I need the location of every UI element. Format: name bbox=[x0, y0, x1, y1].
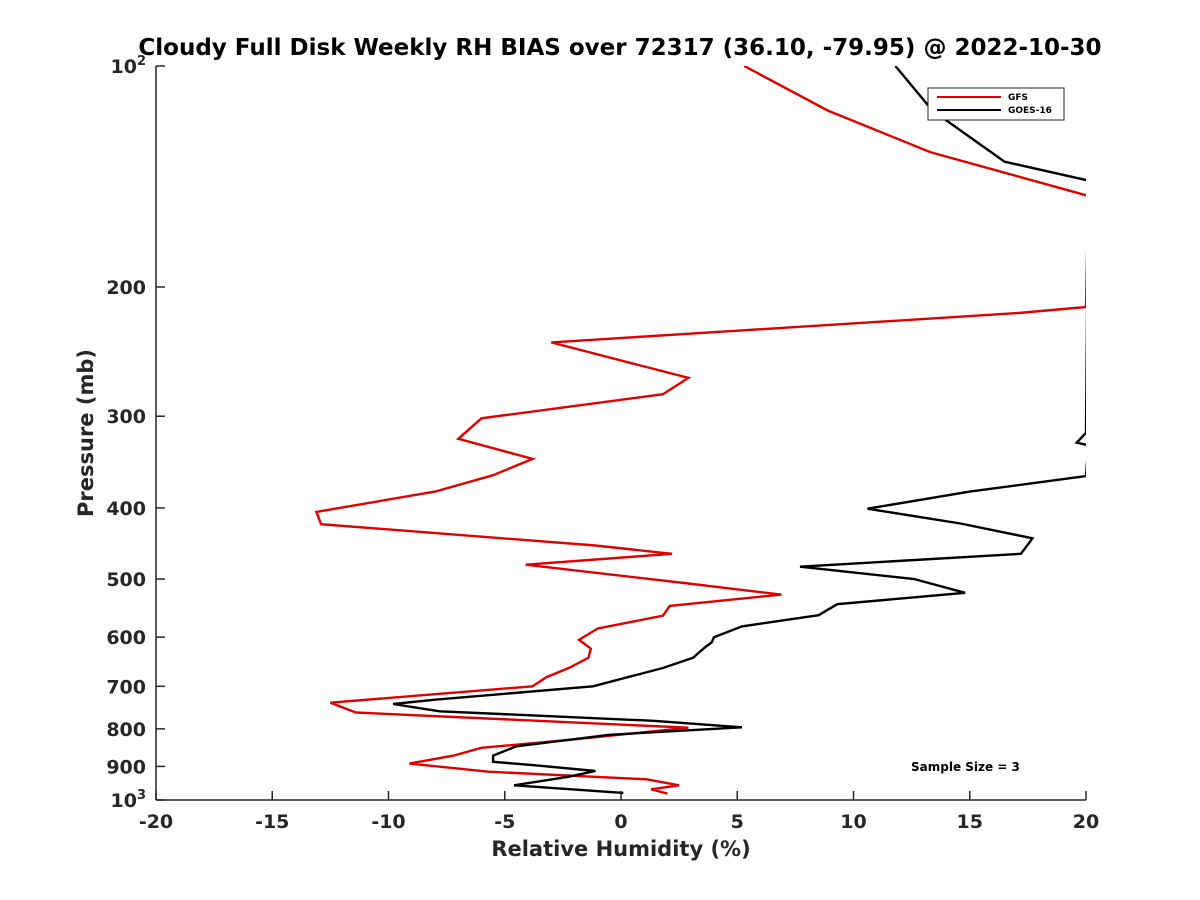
legend-label-goes16: GOES-16 bbox=[1008, 106, 1052, 116]
y-tick-label: 200 bbox=[106, 277, 146, 299]
sample-size-annotation: Sample Size = 3 bbox=[911, 760, 1020, 774]
x-tick-label: -20 bbox=[139, 811, 173, 833]
series-layer bbox=[314, 66, 1086, 795]
y-tick-label: 600 bbox=[106, 627, 146, 649]
x-axis-label: Relative Humidity (%) bbox=[491, 837, 750, 861]
x-tick-label: -15 bbox=[255, 811, 289, 833]
y-axis-ticks: 102 200 300 400 500 600 700 800 900 103 bbox=[106, 54, 165, 812]
y-tick-label: 700 bbox=[106, 676, 146, 698]
legend: GFS GOES-16 bbox=[927, 87, 1065, 121]
y-axis-label: Pressure (mb) bbox=[74, 349, 98, 517]
x-tick-label: 0 bbox=[614, 811, 627, 833]
x-tick-label: -10 bbox=[371, 811, 405, 833]
legend-label-gfs: GFS bbox=[1008, 93, 1028, 103]
y-tick-label: 500 bbox=[106, 569, 146, 591]
series-line-goes16 bbox=[392, 66, 1086, 795]
y-tick-label: 102 bbox=[111, 54, 147, 78]
x-tick-label: 20 bbox=[1073, 811, 1099, 833]
x-axis-ticks: -20 -15 -10 -5 0 5 10 15 20 bbox=[139, 791, 1099, 833]
y-tick-label: 103 bbox=[111, 788, 147, 812]
series-line-gfs bbox=[314, 66, 1086, 795]
y-tick-label: 800 bbox=[106, 719, 146, 741]
chart-title: Cloudy Full Disk Weekly RH BIAS over 723… bbox=[138, 35, 1101, 61]
legend-box bbox=[927, 87, 1065, 121]
x-tick-label: 5 bbox=[731, 811, 744, 833]
y-tick-label: 300 bbox=[106, 406, 146, 428]
x-tick-label: -5 bbox=[494, 811, 515, 833]
y-tick-label: 900 bbox=[106, 756, 146, 778]
x-tick-label: 15 bbox=[957, 811, 983, 833]
y-tick-label: 400 bbox=[106, 498, 146, 520]
x-tick-label: 10 bbox=[840, 811, 866, 833]
